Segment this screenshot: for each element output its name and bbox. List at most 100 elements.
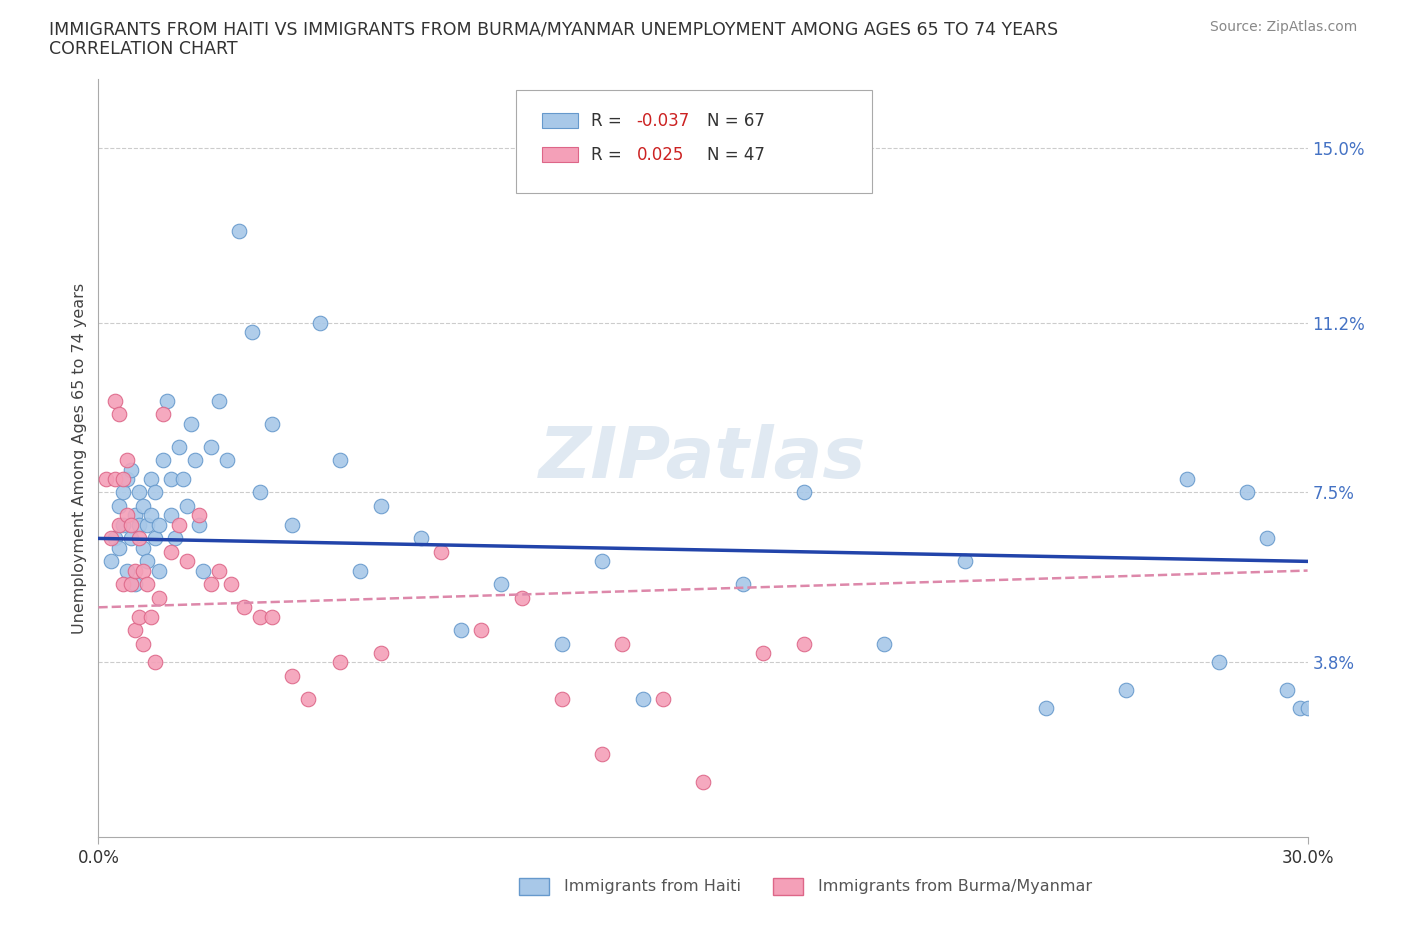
Point [188, 508, 211, 523]
Point [631, 692, 654, 707]
Point [184, 453, 207, 468]
Point [115, 472, 138, 486]
Text: 0.025: 0.025 [637, 146, 683, 164]
Point [103, 393, 125, 408]
Point [470, 623, 492, 638]
Point [132, 564, 155, 578]
Text: R =: R = [591, 112, 627, 130]
Point [107, 407, 129, 422]
Point [160, 508, 183, 523]
Point [128, 531, 150, 546]
Point [450, 623, 472, 638]
Point [260, 609, 283, 624]
Point [107, 540, 129, 555]
Point [96, 472, 118, 486]
Point [115, 508, 138, 523]
Point [139, 508, 162, 523]
Point [111, 485, 134, 500]
Point [156, 393, 179, 408]
Point [135, 517, 157, 532]
Point [167, 439, 190, 454]
Point [139, 472, 162, 486]
Point [193, 564, 215, 578]
FancyBboxPatch shape [543, 147, 578, 163]
Point [249, 485, 271, 500]
Point [651, 692, 673, 707]
Point [139, 609, 162, 624]
Point [128, 517, 150, 532]
Point [120, 531, 142, 546]
Point [124, 577, 146, 591]
Point [309, 315, 332, 330]
Point [167, 517, 190, 532]
Point [132, 637, 155, 652]
Text: ZIPatlas: ZIPatlas [540, 423, 866, 493]
Point [1208, 655, 1230, 670]
Point [491, 577, 513, 591]
Text: -0.037: -0.037 [637, 112, 690, 130]
Point [1115, 683, 1137, 698]
Point [148, 517, 170, 532]
Point [180, 416, 202, 431]
Y-axis label: Unemployment Among Ages 65 to 74 years: Unemployment Among Ages 65 to 74 years [72, 283, 87, 633]
Point [128, 609, 150, 624]
Point [135, 554, 157, 569]
Point [221, 577, 243, 591]
Point [551, 637, 574, 652]
Point [143, 531, 166, 546]
Point [100, 554, 122, 569]
Point [128, 485, 150, 500]
Point [163, 531, 186, 546]
Point [124, 623, 146, 638]
Point [152, 453, 174, 468]
Point [143, 655, 166, 670]
FancyBboxPatch shape [773, 878, 803, 895]
Text: CORRELATION CHART: CORRELATION CHART [49, 40, 238, 58]
Point [1277, 683, 1299, 698]
Point [1296, 701, 1319, 716]
Point [953, 554, 976, 569]
Point [124, 564, 146, 578]
Point [232, 600, 254, 615]
Point [733, 577, 755, 591]
Point [370, 645, 392, 660]
Text: IMMIGRANTS FROM HAITI VS IMMIGRANTS FROM BURMA/MYANMAR UNEMPLOYMENT AMONG AGES 6: IMMIGRANTS FROM HAITI VS IMMIGRANTS FROM… [49, 20, 1059, 38]
Point [409, 531, 432, 546]
Point [111, 577, 134, 591]
Point [217, 453, 239, 468]
Point [143, 485, 166, 500]
Point [430, 545, 453, 560]
Point [135, 577, 157, 591]
Point [349, 564, 371, 578]
Point [793, 637, 815, 652]
Point [260, 416, 283, 431]
Point [188, 517, 211, 532]
Point [1236, 485, 1258, 500]
Point [873, 637, 896, 652]
Point [176, 498, 198, 513]
Point [120, 462, 142, 477]
Point [1175, 472, 1198, 486]
FancyBboxPatch shape [519, 878, 550, 895]
Point [103, 531, 125, 546]
Text: Source: ZipAtlas.com: Source: ZipAtlas.com [1209, 20, 1357, 34]
Point [200, 577, 222, 591]
Point [124, 508, 146, 523]
Point [100, 531, 122, 546]
Point [752, 645, 775, 660]
FancyBboxPatch shape [543, 113, 578, 128]
Point [132, 540, 155, 555]
Text: R =: R = [591, 146, 627, 164]
Point [208, 393, 231, 408]
Point [120, 577, 142, 591]
Point [132, 498, 155, 513]
Point [1035, 701, 1057, 716]
Point [111, 517, 134, 532]
Point [148, 564, 170, 578]
Point [1256, 531, 1278, 546]
Text: Immigrants from Haiti: Immigrants from Haiti [564, 879, 741, 894]
Point [200, 439, 222, 454]
Point [111, 472, 134, 486]
Point [107, 498, 129, 513]
Point [793, 485, 815, 500]
